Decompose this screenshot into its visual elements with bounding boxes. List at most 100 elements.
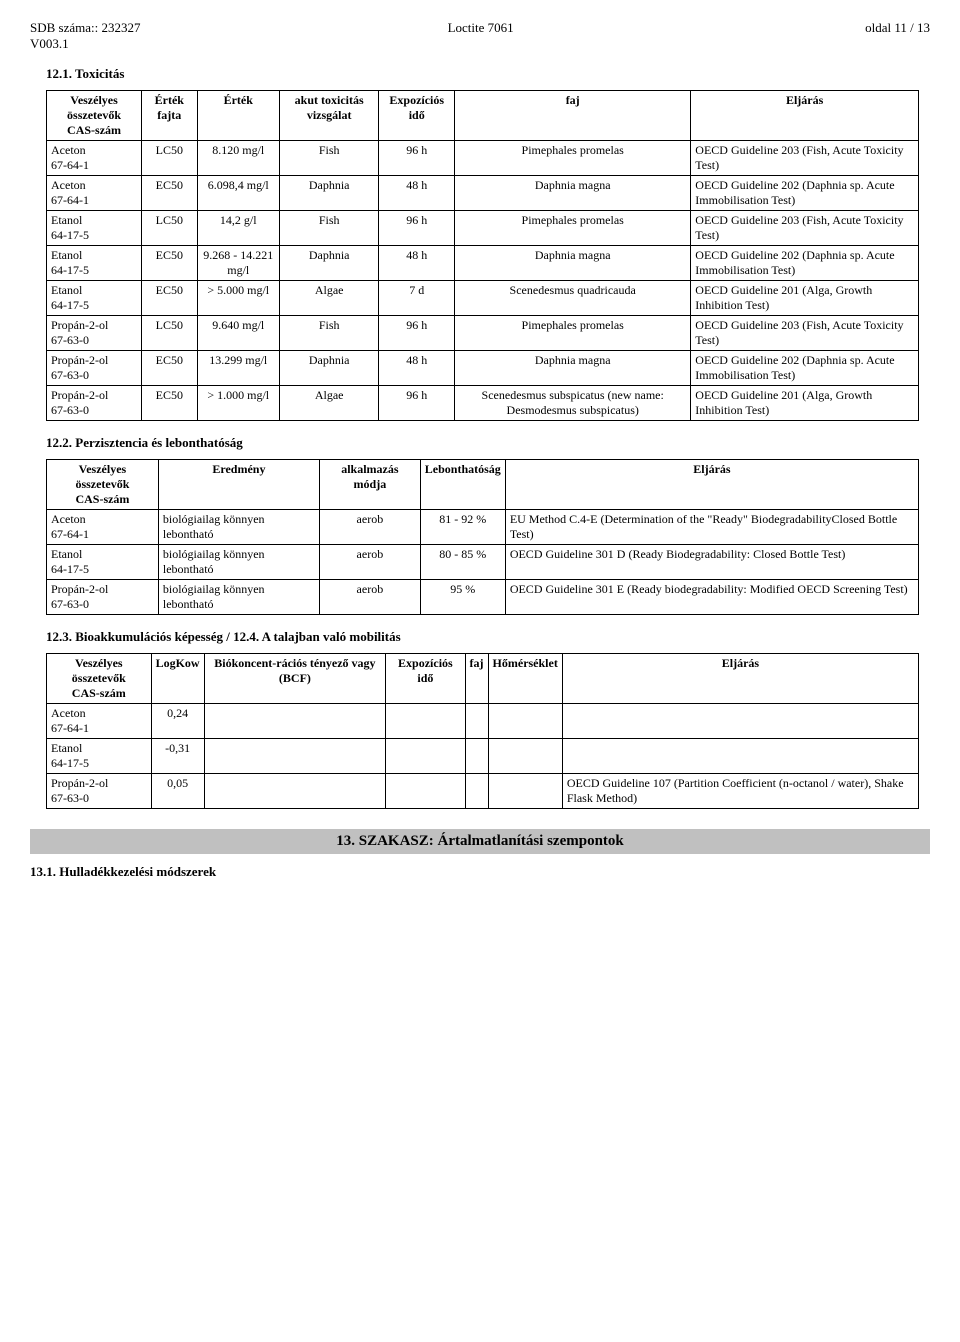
table-header: Eljárás: [505, 460, 918, 510]
table-header: Lebonthatóság: [420, 460, 505, 510]
table-header: Expozíciós idő: [386, 654, 465, 704]
table-row: Propán-2-ol67-63-0EC50> 1.000 mg/lAlgae9…: [47, 386, 919, 421]
table-cell: OECD Guideline 301 E (Ready biodegradabi…: [505, 580, 918, 615]
table-cell: LC50: [142, 211, 197, 246]
table-header: Biókoncent-rációs tényező vagy (BCF): [204, 654, 386, 704]
version: V003.1: [30, 36, 448, 52]
product-name: Loctite 7061: [448, 20, 866, 52]
table-header: Veszélyes összetevőkCAS-szám: [47, 91, 142, 141]
table-cell: biológiailag könnyen lebontható: [158, 545, 319, 580]
table-row: Propán-2-ol67-63-0biológiailag könnyen l…: [47, 580, 919, 615]
table-cell: OECD Guideline 202 (Daphnia sp. Acute Im…: [691, 351, 919, 386]
table-cell: Pimephales promelas: [455, 316, 691, 351]
table-row: Aceton67-64-1EC506.098,4 mg/lDaphnia48 h…: [47, 176, 919, 211]
table-header: Érték: [197, 91, 279, 141]
table-row: Etanol64-17-5EC50> 5.000 mg/lAlgae7 dSce…: [47, 281, 919, 316]
table-cell: 0,24: [151, 704, 204, 739]
table-cell: [204, 774, 386, 809]
table-cell: OECD Guideline 201 (Alga, Growth Inhibit…: [691, 386, 919, 421]
table-header: faj: [455, 91, 691, 141]
table-cell: aerob: [319, 545, 420, 580]
section-13-banner: 13. SZAKASZ: Ártalmatlanítási szempontok: [30, 829, 930, 854]
table-cell: [465, 739, 488, 774]
table-cell: EU Method C.4-E (Determination of the "R…: [505, 510, 918, 545]
table-cell: 81 - 92 %: [420, 510, 505, 545]
table-cell: [488, 704, 562, 739]
table-row: Etanol64-17-5LC5014,2 g/lFish96 hPimepha…: [47, 211, 919, 246]
table-cell: 6.098,4 mg/l: [197, 176, 279, 211]
table-cell: 7 d: [379, 281, 455, 316]
table-cell: Pimephales promelas: [455, 211, 691, 246]
table-header: Eredmény: [158, 460, 319, 510]
table-cell: 96 h: [379, 386, 455, 421]
section-12-3-title: 12.3. Bioakkumulációs képesség / 12.4. A…: [46, 629, 930, 645]
table-cell: 96 h: [379, 141, 455, 176]
table-cell: EC50: [142, 281, 197, 316]
table-cell: Etanol64-17-5: [47, 211, 142, 246]
table-cell: Daphnia: [279, 176, 378, 211]
table-cell: aerob: [319, 510, 420, 545]
table-cell: LC50: [142, 141, 197, 176]
section-12-1-title: 12.1. Toxicitás: [46, 66, 930, 82]
table-cell: Propán-2-ol67-63-0: [47, 580, 159, 615]
table-cell: Aceton67-64-1: [47, 141, 142, 176]
section-12-2-title: 12.2. Perzisztencia és lebonthatóság: [46, 435, 930, 451]
table-cell: 9.640 mg/l: [197, 316, 279, 351]
table-cell: Daphnia magna: [455, 351, 691, 386]
table-row: Propán-2-ol67-63-0LC509.640 mg/lFish96 h…: [47, 316, 919, 351]
table-cell: aerob: [319, 580, 420, 615]
table-cell: OECD Guideline 202 (Daphnia sp. Acute Im…: [691, 176, 919, 211]
table-cell: Fish: [279, 211, 378, 246]
header-left: SDB száma:: 232327 V003.1: [30, 20, 448, 52]
table-cell: OECD Guideline 203 (Fish, Acute Toxicity…: [691, 141, 919, 176]
table-header: Veszélyes összetevőkCAS-szám: [47, 654, 152, 704]
table-cell: OECD Guideline 301 D (Ready Biodegradabi…: [505, 545, 918, 580]
table-cell: Etanol64-17-5: [47, 545, 159, 580]
table-cell: LC50: [142, 316, 197, 351]
table-cell: [386, 704, 465, 739]
table-cell: Scenedesmus subspicatus (new name: Desmo…: [455, 386, 691, 421]
table-cell: [386, 774, 465, 809]
table-header: Hőmérséklet: [488, 654, 562, 704]
table-header: Eljárás: [691, 91, 919, 141]
table-cell: EC50: [142, 176, 197, 211]
table-cell: 96 h: [379, 211, 455, 246]
doc-header: SDB száma:: 232327 V003.1 Loctite 7061 o…: [30, 20, 930, 52]
page-number: oldal 11 / 13: [865, 20, 930, 52]
table-cell: Fish: [279, 141, 378, 176]
table-cell: Propán-2-ol67-63-0: [47, 316, 142, 351]
table-cell: OECD Guideline 203 (Fish, Acute Toxicity…: [691, 316, 919, 351]
table-cell: EC50: [142, 386, 197, 421]
table-cell: Algae: [279, 386, 378, 421]
table-cell: EC50: [142, 246, 197, 281]
table-cell: 80 - 85 %: [420, 545, 505, 580]
table-cell: Daphnia magna: [455, 176, 691, 211]
table-header: Érték fajta: [142, 91, 197, 141]
table-header: LogKow: [151, 654, 204, 704]
table-header: faj: [465, 654, 488, 704]
table-cell: biológiailag könnyen lebontható: [158, 580, 319, 615]
table-cell: [562, 739, 918, 774]
table-cell: OECD Guideline 201 (Alga, Growth Inhibit…: [691, 281, 919, 316]
table-cell: Aceton67-64-1: [47, 510, 159, 545]
table-cell: Propán-2-ol67-63-0: [47, 774, 152, 809]
table-cell: 95 %: [420, 580, 505, 615]
table-cell: 48 h: [379, 176, 455, 211]
toxicity-table: Veszélyes összetevőkCAS-számÉrték fajtaÉ…: [46, 90, 919, 421]
table-cell: OECD Guideline 107 (Partition Coefficien…: [562, 774, 918, 809]
table-cell: -0,31: [151, 739, 204, 774]
table-row: Aceton67-64-10,24: [47, 704, 919, 739]
table-header: Expozíciós idő: [379, 91, 455, 141]
section-13-1-title: 13.1. Hulladékkezelési módszerek: [30, 864, 930, 880]
table-cell: > 1.000 mg/l: [197, 386, 279, 421]
table-row: Aceton67-64-1LC508.120 mg/lFish96 hPimep…: [47, 141, 919, 176]
table-header: alkalmazás módja: [319, 460, 420, 510]
table-cell: 9.268 - 14.221 mg/l: [197, 246, 279, 281]
table-cell: 48 h: [379, 246, 455, 281]
table-cell: EC50: [142, 351, 197, 386]
table-cell: [465, 774, 488, 809]
table-cell: Daphnia magna: [455, 246, 691, 281]
table-cell: Fish: [279, 316, 378, 351]
table-cell: > 5.000 mg/l: [197, 281, 279, 316]
table-cell: 8.120 mg/l: [197, 141, 279, 176]
